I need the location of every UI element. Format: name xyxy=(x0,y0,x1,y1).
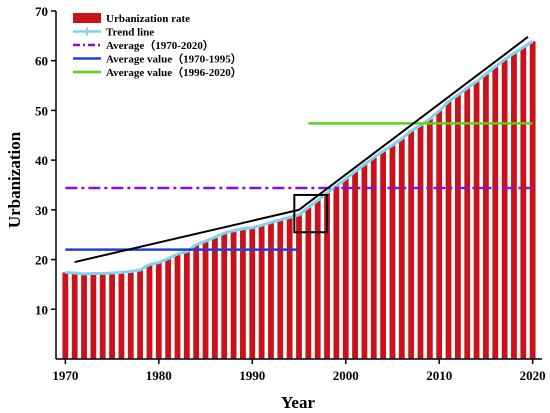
legend-label-avg_early: Average value（1970-1995） xyxy=(106,53,242,66)
bar-1991 xyxy=(258,225,265,359)
bar-2008 xyxy=(417,125,424,359)
bar-1998 xyxy=(324,192,330,359)
bar-1974 xyxy=(99,273,106,359)
bar-2015 xyxy=(483,74,489,359)
legend-label-avg_late: Average value（1996-2020） xyxy=(106,66,242,79)
turning-point-box xyxy=(293,193,329,234)
bar-1994 xyxy=(286,217,293,359)
bar-2003 xyxy=(370,157,377,359)
axes-layer: 10 20 30 40 50 60 70 1970 1980 1990 2000 2010 2020 xyxy=(35,4,546,383)
y-axis-title: Urbanization xyxy=(5,131,24,228)
bar-2020 xyxy=(529,41,536,359)
y-tick-label-50: 50 xyxy=(35,103,48,118)
bar-2002 xyxy=(361,164,368,359)
x-tick-label-1980: 1980 xyxy=(146,368,172,383)
bar-2012 xyxy=(454,95,461,359)
bar-1987 xyxy=(221,233,228,359)
bar-1999 xyxy=(333,185,340,359)
bar-1976 xyxy=(118,272,125,359)
x-tick-label-1990: 1990 xyxy=(239,368,265,383)
bar-1997 xyxy=(314,200,321,359)
bar-2005 xyxy=(389,145,396,359)
bar-1992 xyxy=(268,222,274,359)
bar-2018 xyxy=(511,53,517,359)
bar-1986 xyxy=(211,237,218,359)
bar-2009 xyxy=(426,118,433,359)
x-axis-title: Year xyxy=(281,393,315,412)
bar-2011 xyxy=(445,101,452,359)
bar-1990 xyxy=(249,227,256,359)
fit-line-2 xyxy=(298,36,529,211)
bar-1983 xyxy=(183,251,190,359)
x-tick-label-2020: 2020 xyxy=(520,368,546,383)
bar-1979 xyxy=(146,264,153,359)
bar-2000 xyxy=(342,179,349,359)
y-tick-label-70: 70 xyxy=(35,4,48,19)
bar-2017 xyxy=(501,59,508,359)
bar-1980 xyxy=(155,262,162,359)
bar-1985 xyxy=(202,241,209,359)
x-tick-label-2010: 2010 xyxy=(426,368,452,383)
bar-2014 xyxy=(473,81,480,359)
bar-2019 xyxy=(520,47,527,359)
bar-2001 xyxy=(352,171,358,359)
bar-1981 xyxy=(165,258,172,359)
bar-1982 xyxy=(174,254,181,359)
bar-2010 xyxy=(436,110,443,359)
bar-1988 xyxy=(230,230,237,359)
bar-2004 xyxy=(380,151,387,359)
bar-1995 xyxy=(296,214,302,359)
bar-1972 xyxy=(81,273,87,359)
y-tick-label-20: 20 xyxy=(35,253,48,268)
bar-1973 xyxy=(90,273,97,359)
fit-line-1 xyxy=(74,208,300,264)
legend: Urbanization rate Trend lineAverage（1970-… xyxy=(73,13,242,79)
bar-1971 xyxy=(71,272,78,359)
bar-2016 xyxy=(492,66,499,360)
legend-label-trend: Trend line xyxy=(106,27,154,39)
bar-2013 xyxy=(464,88,471,360)
legend-label-avg_all: Average（1970-2020） xyxy=(106,39,214,52)
y-tick-label-60: 60 xyxy=(35,54,48,69)
bar-1996 xyxy=(305,207,312,359)
lines-layer xyxy=(65,36,534,276)
bars-layer xyxy=(62,41,536,360)
x-tick-label-1970: 1970 xyxy=(52,368,78,383)
bar-1989 xyxy=(240,228,246,359)
bar-2007 xyxy=(408,130,415,359)
y-tick-label-40: 40 xyxy=(35,153,48,168)
y-tick-label-10: 10 xyxy=(35,302,48,317)
x-tick-label-2000: 2000 xyxy=(333,368,359,383)
bar-1977 xyxy=(127,271,134,359)
bar-1970 xyxy=(62,272,69,359)
trend-line xyxy=(65,40,534,276)
bar-1984 xyxy=(193,244,200,359)
legend-label-bars: Urbanization rate xyxy=(106,13,190,25)
bar-1993 xyxy=(277,219,284,359)
bar-2006 xyxy=(398,138,405,359)
bar-1975 xyxy=(109,272,115,359)
legend-swatch-bars xyxy=(73,13,101,23)
y-tick-label-30: 30 xyxy=(35,203,48,218)
bar-1978 xyxy=(137,270,144,359)
